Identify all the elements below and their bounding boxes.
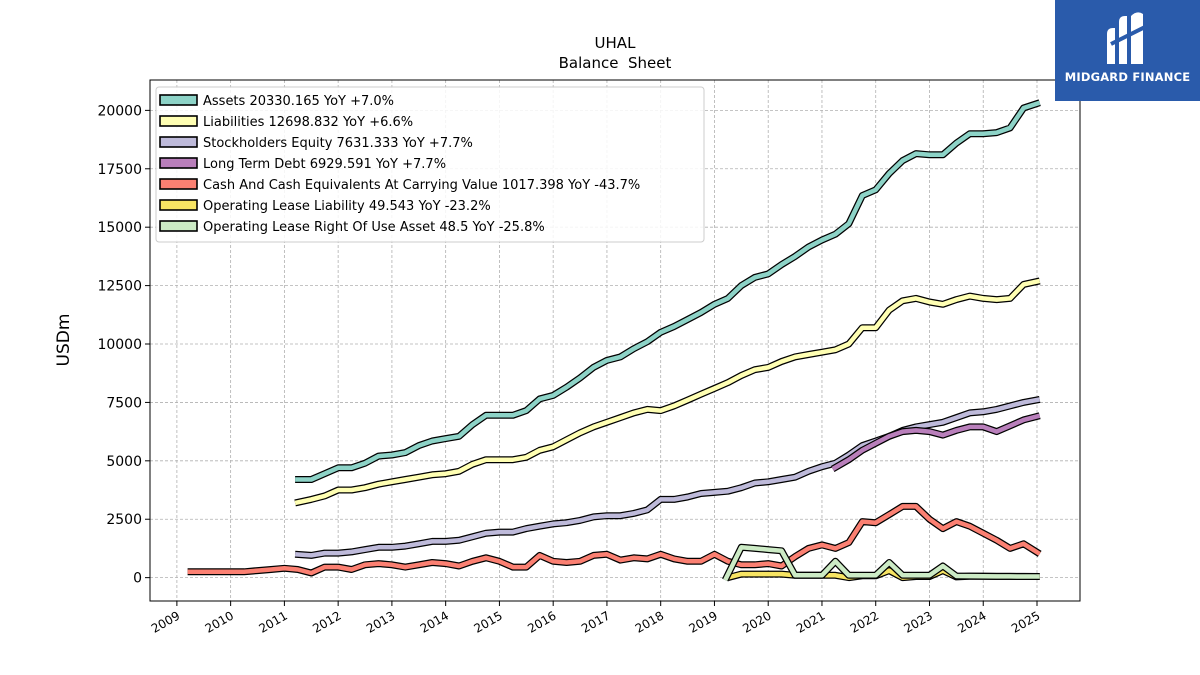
legend-label: Operating Lease Right Of Use Asset 48.5 … [203, 220, 545, 235]
legend-label: Liabilities 12698.832 YoY +6.6% [203, 115, 413, 130]
x-tick-label: 2024 [955, 608, 988, 635]
chart-subtitle: Balance Sheet [559, 54, 672, 72]
x-axis: 2009 2010 2011 2012 2013 2014 2015 2016 2017 2018… [149, 601, 1042, 636]
legend-swatch [159, 220, 198, 232]
legend-swatch [159, 94, 198, 106]
legend-swatch [159, 199, 198, 211]
y-tick-label: 17500 [97, 162, 142, 178]
legend-swatch [159, 178, 198, 190]
y-tick-label: 20000 [97, 103, 142, 119]
x-tick-label: 2018 [633, 608, 666, 635]
legend-swatch [159, 157, 198, 169]
y-tick-label: 5000 [106, 454, 142, 470]
series-line [295, 100, 1041, 482]
y-tick-label: 10000 [97, 337, 142, 353]
series-long-term-debt [830, 412, 1041, 473]
series-assets [295, 99, 1041, 483]
y-tick-label: 12500 [97, 279, 142, 295]
plot-frame [149, 79, 1081, 602]
legend-label: Stockholders Equity 7631.333 YoY +7.7% [203, 136, 473, 151]
x-tick-label: 2011 [256, 608, 289, 635]
x-tick-label: 2021 [794, 608, 827, 635]
brand-name: MIDGARD FINANCE [1064, 70, 1191, 84]
series-line [187, 504, 1041, 576]
x-tick-label: 2020 [740, 608, 773, 635]
series-line [723, 545, 1040, 581]
chart-title: UHAL [595, 34, 637, 52]
legend-label: Operating Lease Liability 49.543 YoY -23… [203, 199, 491, 214]
legend-label: Assets 20330.165 YoY +7.0% [203, 94, 394, 109]
x-tick-label: 2015 [471, 608, 504, 635]
midgard-m-logo-icon [1107, 12, 1148, 64]
x-tick-label: 2012 [310, 608, 343, 635]
x-tick-label: 2014 [418, 608, 451, 635]
x-tick-label: 2019 [686, 608, 719, 635]
legend: Assets 20330.165 YoY +7.0% Liabilities 12… [155, 86, 705, 243]
brand-logo: MIDGARD FINANCE [1055, 0, 1200, 101]
series-line [831, 413, 1041, 471]
series-outline [294, 277, 1041, 507]
x-tick-label: 2023 [902, 608, 935, 635]
x-tick-label: 2025 [1009, 608, 1042, 635]
y-axis-label: USDm [54, 314, 74, 367]
legend-swatch [159, 115, 198, 127]
x-tick-label: 2016 [525, 608, 558, 635]
series-liabilities [294, 277, 1041, 507]
y-tick-label: 7500 [106, 395, 142, 411]
series-line [294, 278, 1041, 506]
legend-box [155, 86, 705, 243]
x-tick-label: 2017 [579, 608, 612, 635]
x-tick-label: 2009 [149, 608, 182, 635]
y-tick-label: 15000 [97, 220, 142, 236]
y-axis: 0 2500 5000 7500 10000 12500 15000 17500 20000 [97, 103, 150, 587]
legend-label: Long Term Debt 6929.591 YoY +7.7% [203, 157, 446, 172]
series-layer [187, 99, 1042, 582]
legend-swatch [159, 136, 198, 148]
x-tick-label: 2013 [364, 608, 397, 635]
x-tick-label: 2022 [848, 608, 881, 635]
y-tick-label: 0 [133, 571, 142, 587]
x-tick-label: 2010 [203, 608, 236, 635]
series-cash-and-cash-equivalents-at-carrying-value [187, 502, 1042, 577]
series-operating-lease-right-of-use-asset [722, 543, 1040, 582]
legend-label: Cash And Cash Equivalents At Carrying Va… [203, 178, 640, 193]
y-tick-label: 2500 [106, 512, 142, 528]
